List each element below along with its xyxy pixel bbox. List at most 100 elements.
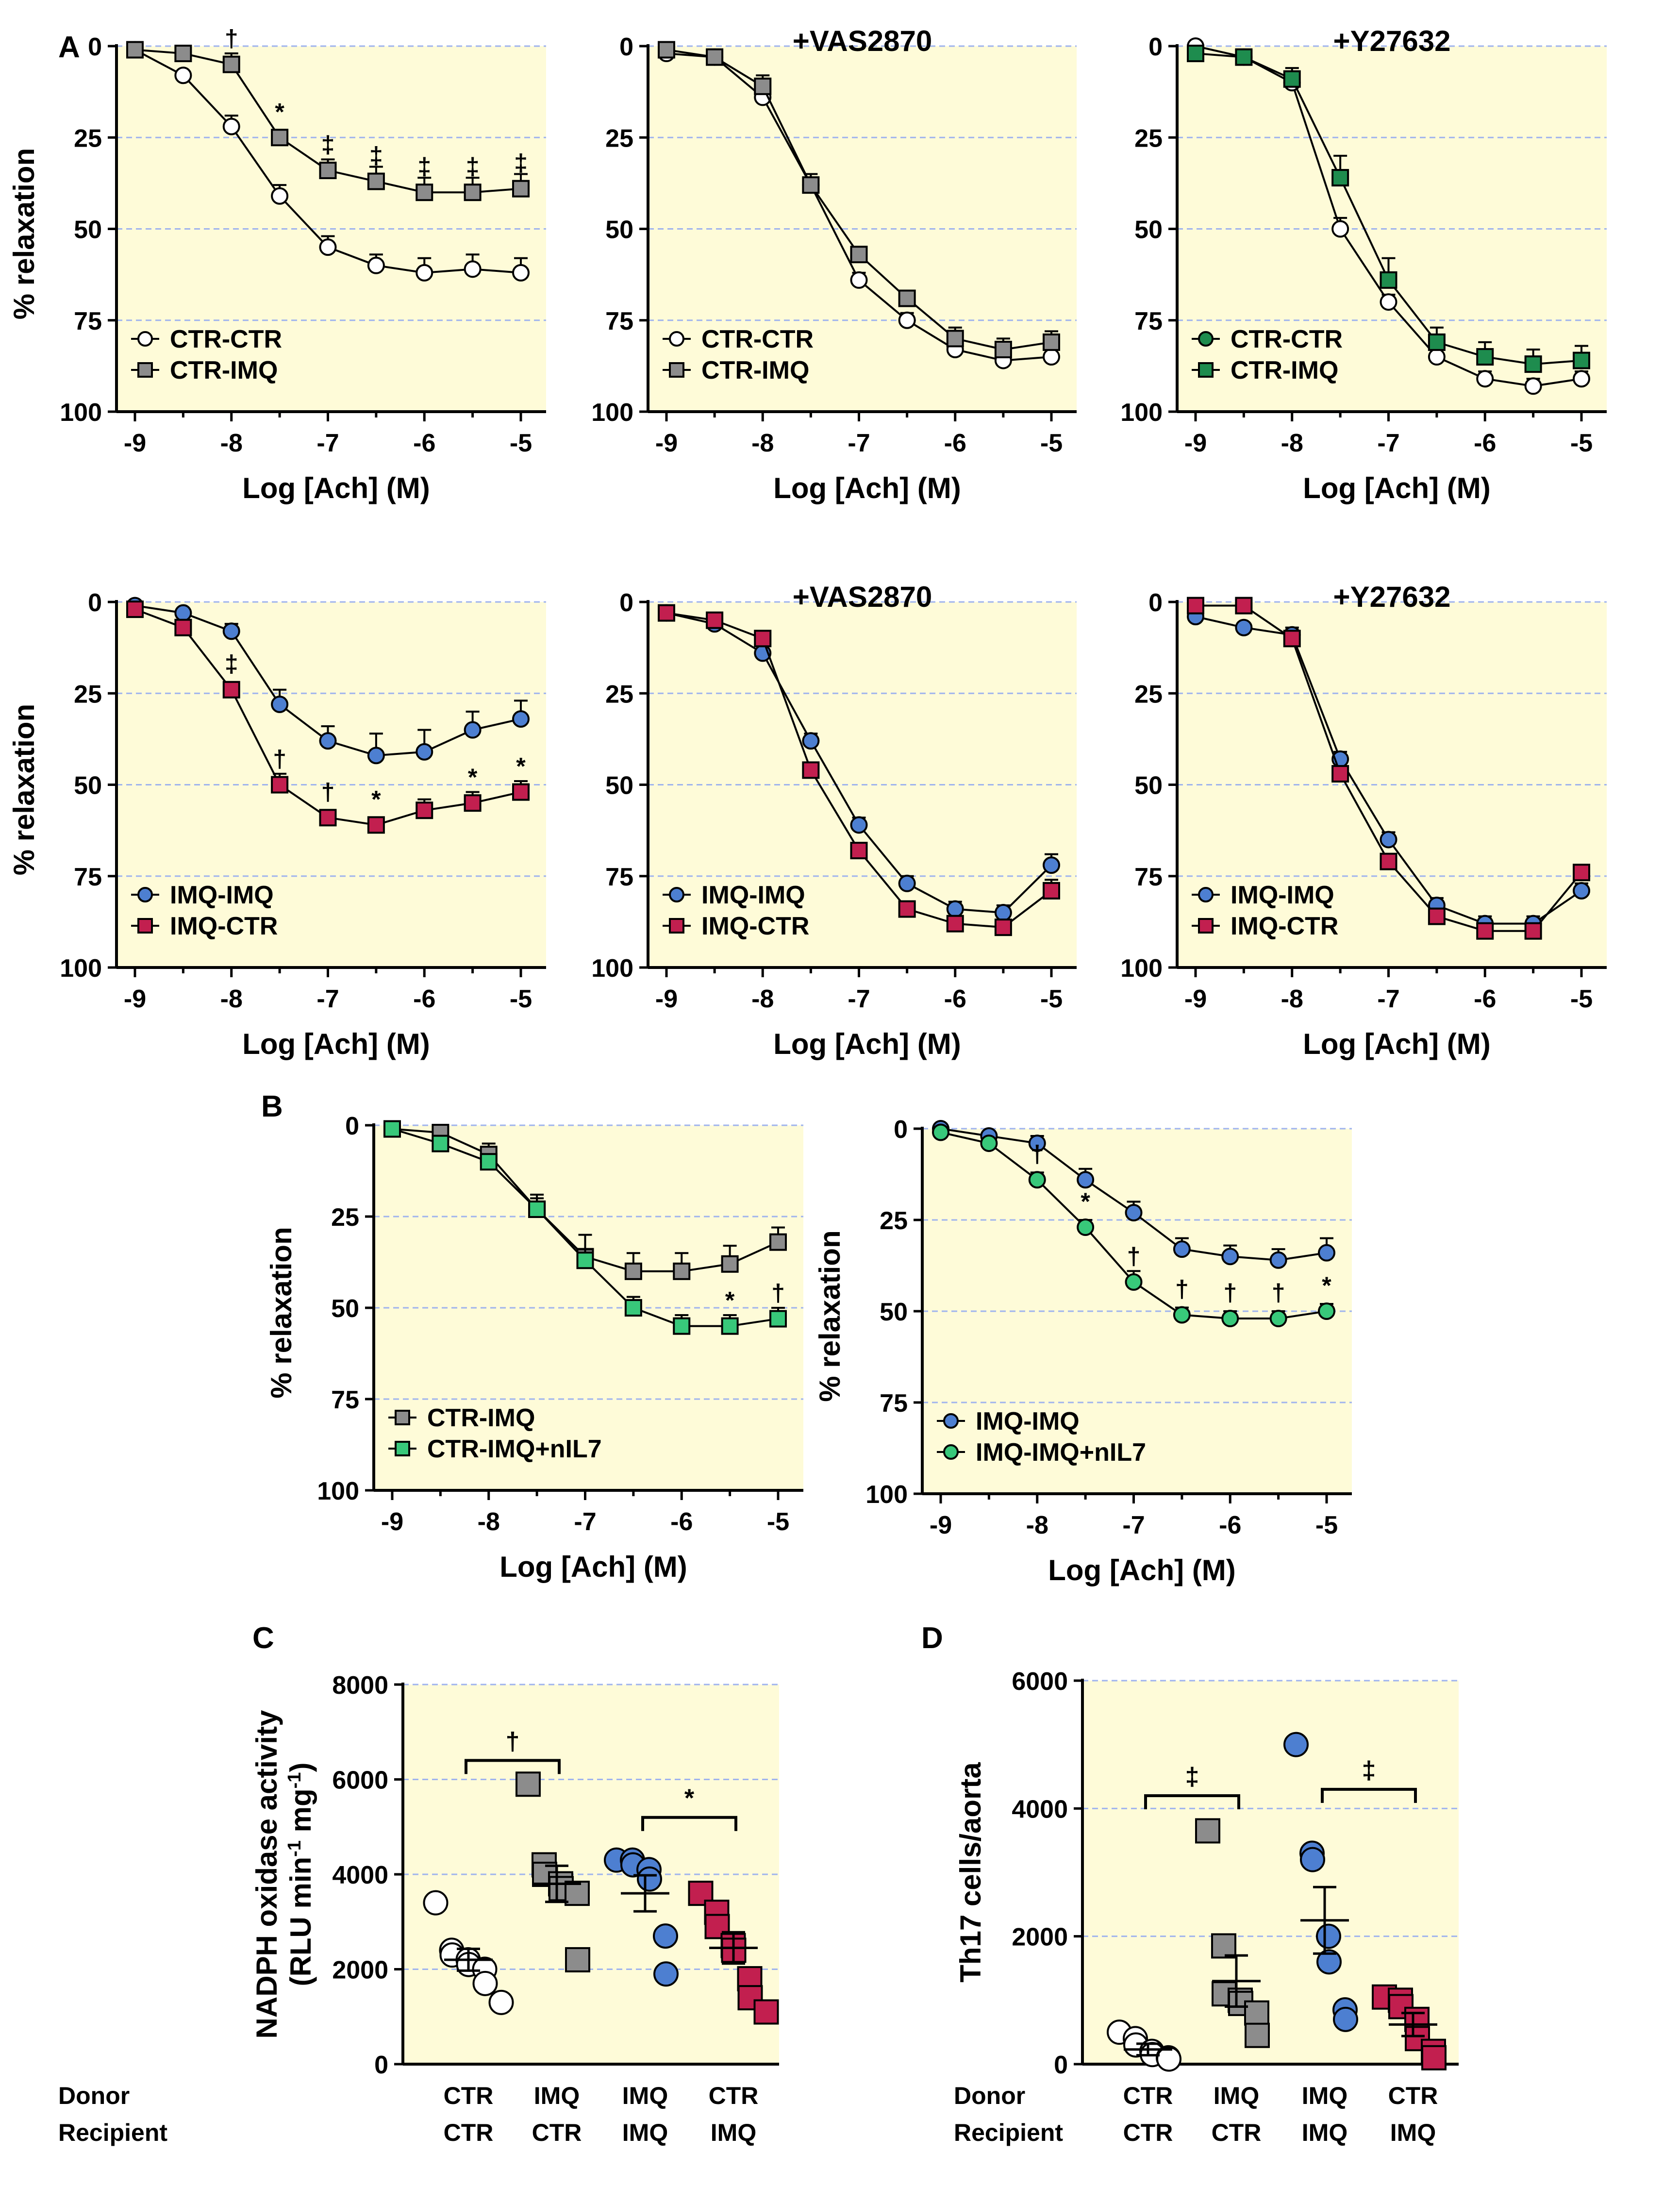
- data-point: [464, 794, 482, 812]
- legend-marker: [1198, 331, 1214, 347]
- legend-label: CTR-IMQ: [701, 356, 809, 384]
- y-tick-label: 100: [865, 1481, 908, 1509]
- x-axis-label: Log [Ach] (M): [242, 472, 430, 504]
- group-3: [688, 1881, 779, 2025]
- x-tick-label: -6: [413, 429, 435, 457]
- y-tick-label: 25: [605, 680, 633, 708]
- series-1: [126, 41, 530, 201]
- data-point: [576, 1252, 594, 1269]
- data-point: [271, 776, 289, 794]
- y-tick-label: 50: [74, 772, 102, 800]
- data-point: [512, 710, 530, 728]
- x-tick-label: -7: [1122, 1511, 1145, 1539]
- chart-b2: 0 25 50 75 100 -9 -8 -7 -6 -5 Log [Ach] (M) % relax…: [814, 1116, 1352, 1586]
- row-label-donor: Donor: [58, 2082, 130, 2109]
- data-point: [1573, 864, 1590, 882]
- y-tick-label: 75: [605, 863, 633, 891]
- significance-mark: †: [321, 778, 335, 805]
- legend-marker: [137, 362, 153, 378]
- series-1: [383, 1120, 787, 1335]
- significance-bracket: [465, 1759, 561, 1774]
- y-tick-label: 0: [619, 33, 633, 61]
- data-point: [1221, 1248, 1239, 1266]
- group-1: [516, 1771, 590, 1972]
- y-tick-label: 8000: [332, 1671, 388, 1700]
- legend-label: IMQ-IMQ: [1231, 881, 1334, 909]
- y-tick-label: 100: [591, 954, 633, 983]
- data-point: [688, 1881, 714, 1906]
- chart-d: 0 2000 4000 6000 Th17 cells/aorta CTR CTR IMQ CT…: [954, 1668, 1459, 2146]
- data-point: [1380, 271, 1397, 289]
- data-point: [850, 816, 868, 834]
- significance-mark: ‡: [514, 150, 528, 177]
- significance-mark: ‡: [225, 651, 238, 678]
- significance-bracket: [1321, 1787, 1417, 1803]
- x-tick-label: -5: [1315, 1511, 1338, 1539]
- y-tick-label: 50: [1134, 216, 1163, 244]
- legend-marker: [1198, 918, 1214, 934]
- data-point: [432, 1135, 449, 1152]
- donor-label: CTR: [444, 2082, 494, 2109]
- data-point: [1125, 1273, 1143, 1291]
- data-point: [1428, 348, 1446, 366]
- significance-mark: *: [516, 753, 526, 780]
- data-point: [1573, 351, 1590, 369]
- group-2: [604, 1847, 679, 1987]
- donor-label: IMQ: [534, 2082, 580, 2109]
- data-point: [754, 630, 772, 648]
- group-1: [1195, 1818, 1270, 2048]
- data-point: [980, 1135, 998, 1152]
- legend-label: IMQ-CTR: [701, 912, 809, 940]
- legend-label: IMQ-IMQ: [170, 881, 274, 909]
- y-tick-label: 50: [605, 216, 633, 244]
- legend-marker: [1198, 887, 1214, 902]
- data-point: [1125, 1203, 1143, 1221]
- data-point: [271, 695, 289, 713]
- y-tick-label: 50: [880, 1298, 908, 1326]
- recipient-label: CTR: [532, 2119, 582, 2146]
- data-point: [464, 260, 482, 278]
- x-tick-label: -9: [655, 985, 678, 1013]
- legend-marker: [137, 331, 153, 347]
- legend-label: CTR-IMQ: [170, 356, 278, 384]
- recipient-label: IMQ: [711, 2119, 756, 2146]
- series-1: [932, 1123, 1335, 1328]
- chart-title: +Y27632: [1333, 581, 1451, 613]
- significance-mark: ‡: [466, 153, 480, 180]
- unit-text: ): [284, 1763, 317, 1772]
- panel-label-c: C: [252, 1621, 274, 1655]
- chart-title: +Y27632: [1333, 25, 1451, 57]
- x-axis-label: Log [Ach] (M): [499, 1551, 687, 1583]
- significance-mark: †: [1031, 1140, 1044, 1168]
- x-tick-label: -9: [124, 985, 146, 1013]
- significance-mark: †: [506, 1727, 520, 1755]
- y-tick-label: 0: [374, 2051, 388, 2079]
- y-tick-label: 6000: [332, 1767, 388, 1795]
- x-tick-label: -7: [316, 985, 339, 1013]
- data-point: [565, 1881, 590, 1906]
- y-tick-label: 25: [1134, 124, 1163, 152]
- y-tick-label: 4000: [332, 1861, 388, 1889]
- x-tick-label: -6: [1474, 985, 1496, 1013]
- y-tick-label: 0: [345, 1112, 359, 1140]
- data-point: [1318, 1302, 1335, 1320]
- data-point: [673, 1262, 691, 1280]
- legend-marker: [669, 331, 684, 347]
- data-point: [850, 842, 868, 860]
- data-point: [1043, 348, 1060, 366]
- data-point: [174, 67, 192, 84]
- data-point: [528, 1200, 546, 1218]
- data-point: [1524, 922, 1542, 940]
- legend-label: IMQ-IMQ+nIL7: [976, 1438, 1146, 1467]
- chart-a6: 0 25 50 75 100 -9 -8 -7 -6 -5 Log [Ach] (M) +Y27632…: [1120, 581, 1607, 1060]
- recipient-label: IMQ: [1390, 2119, 1436, 2146]
- x-tick-label: -5: [1040, 985, 1063, 1013]
- x-tick-label: -8: [751, 429, 774, 457]
- significance-mark: ‡: [417, 153, 431, 180]
- significance-mark: ‡: [321, 131, 335, 158]
- data-point: [1173, 1240, 1191, 1258]
- data-point: [464, 184, 482, 201]
- data-point: [898, 874, 916, 892]
- data-point: [1428, 333, 1446, 351]
